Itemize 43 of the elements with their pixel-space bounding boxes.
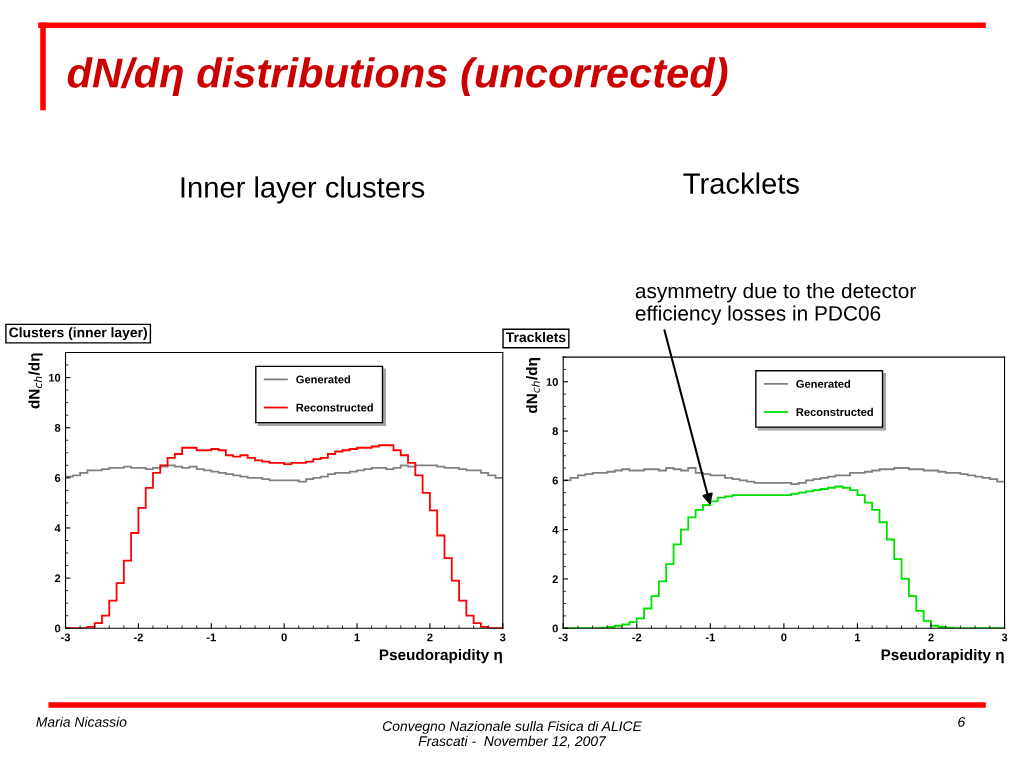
x-tick-label: 1: [354, 633, 360, 642]
text: Maria Nicassio: [36, 716, 127, 727]
legend-label: Generated: [796, 379, 851, 388]
y-tick-label: 6: [552, 476, 558, 485]
x-tick-label: 3: [1001, 633, 1008, 642]
chart-subtitle: Inner layer clusters: [181, 176, 425, 204]
y-tick-label: 0: [54, 624, 61, 633]
y-tick-label: 8: [54, 423, 61, 432]
y-tick-label: 10: [49, 373, 61, 382]
y-tick-label: 2: [54, 574, 61, 583]
x-tick-label: -3: [61, 633, 71, 642]
legend-label: Reconstructed: [796, 407, 873, 416]
x-axis-title: Pseudorapidity η: [379, 649, 502, 664]
y-tick-label: 2: [552, 575, 558, 583]
x-tick-label: -3: [558, 633, 568, 642]
x-tick-label: -1: [705, 633, 715, 642]
y-axis-title: dN$_{ch}$/dη: [526, 358, 541, 414]
chart-subtitle: Tracklets: [683, 172, 799, 194]
y-axis-title: dN$_{ch}$/dη: [28, 353, 43, 409]
annotation: asymmetry due to the detector efficiency losses in PDC06: [635, 283, 916, 325]
text: dN/dη distributions (uncorrected): [67, 57, 728, 96]
x-tick-label: 2: [928, 633, 934, 642]
x-tick-label: -2: [133, 633, 143, 642]
chart-title: Clusters (inner layer): [9, 327, 147, 341]
x-tick-label: 0: [781, 633, 787, 642]
chart-title: Tracklets: [505, 331, 566, 343]
y-tick-label: 8: [552, 427, 558, 436]
y-tick-label: 6: [54, 474, 61, 482]
y-tick-label: 10: [546, 378, 558, 386]
x-tick-label: -2: [632, 633, 642, 642]
x-tick-label: 2: [427, 633, 433, 642]
x-axis-title: Pseudorapidity η: [881, 649, 1004, 664]
x-tick-label: 3: [499, 633, 506, 642]
y-tick-label: 4: [552, 526, 559, 534]
text: 6: [958, 717, 966, 727]
x-tick-label: -1: [206, 633, 216, 642]
y-tick-label: 0: [552, 624, 558, 633]
x-tick-label: 1: [855, 633, 861, 642]
legend-label: Generated: [296, 375, 351, 384]
x-tick-label: 0: [281, 633, 287, 642]
y-tick-label: 4: [54, 524, 61, 532]
legend-label: Reconstructed: [296, 403, 373, 412]
text: Convegno Nazionale sulla Fisica di ALICE Frascati - November 12, 2007: [382, 720, 642, 748]
